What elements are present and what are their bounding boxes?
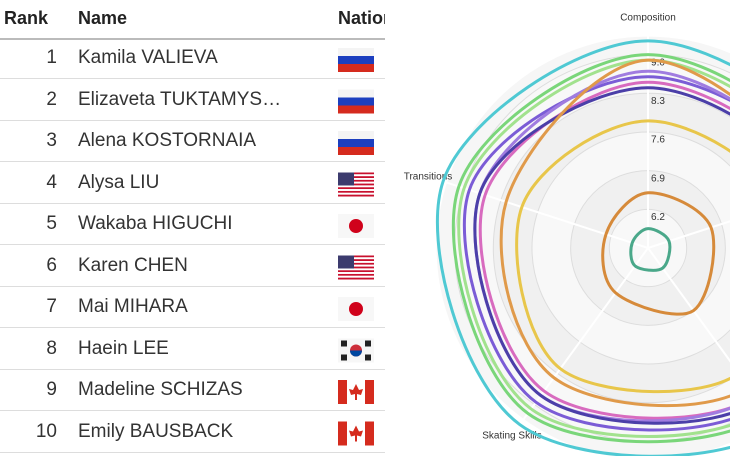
radar-spoke: [517, 247, 649, 428]
header-rank: Rank: [4, 8, 49, 28]
name-cell: Madeline SCHIZAS: [78, 379, 243, 400]
row-rule: [0, 161, 385, 162]
radar-line: [457, 58, 730, 438]
grid-ring: [454, 54, 730, 442]
r-tick-label: 6.9: [651, 173, 665, 184]
rank-cell: 5: [46, 213, 57, 234]
row-rule: [0, 202, 385, 204]
name-cell: Karen CHEN: [78, 254, 188, 276]
name-cell: Haein LEE: [78, 337, 169, 359]
row-rule: [0, 78, 385, 79]
row-rule: [0, 119, 385, 121]
row-rule: [0, 410, 385, 411]
rank-cell: 6: [46, 254, 57, 276]
rank-cell: 8: [46, 337, 57, 359]
grid-ring: [531, 131, 730, 365]
rank-cell: 9: [46, 379, 57, 400]
radar-spoke: [647, 247, 730, 363]
ranking-table: Rank Name Nation 1 Kamila VALIEVA 2 Elizave…: [0, 8, 385, 453]
row-rule: [0, 327, 385, 328]
radar-line: [435, 39, 730, 456]
name-cell: Alena KOSTORNAIA: [78, 130, 257, 151]
r-tick-label: 7.6: [651, 135, 665, 146]
r-tick-label: 9.0: [651, 57, 665, 68]
rank-cell: 4: [46, 171, 57, 193]
rank-cell: 1: [46, 47, 57, 68]
radar-line: [473, 69, 730, 423]
grid-ring: [608, 208, 688, 288]
name-cell: Wakaba HIGUCHI: [78, 213, 233, 234]
grid-ring: [570, 170, 726, 326]
header-name: Name: [78, 8, 128, 28]
header-rule: [0, 38, 385, 40]
row-rule: [0, 451, 385, 453]
rank-cell: 2: [46, 88, 57, 110]
name-cell: Alysa LIU: [78, 171, 160, 193]
radar-line: [629, 227, 672, 272]
radar-line: [499, 58, 730, 408]
header-nation: Nation: [338, 8, 385, 28]
row-rule: [0, 368, 385, 370]
radar-line: [478, 80, 730, 420]
radar-line: [451, 53, 730, 444]
grid-ring: [492, 92, 730, 404]
rank-cell: 7: [46, 296, 57, 317]
radar-line: [462, 75, 730, 432]
r-tick-label: 8.3: [651, 96, 665, 107]
row-rule: [0, 285, 385, 287]
radar-background: [436, 36, 730, 456]
radar-line: [601, 191, 716, 316]
r-tick-label: 6.2: [651, 212, 665, 223]
radar-spoke: [437, 178, 649, 249]
axis-label: Skating Skills: [482, 431, 541, 442]
name-cell: Kamila VALIEVA: [78, 47, 218, 68]
row-rule: [0, 244, 385, 245]
radar-line: [515, 119, 730, 394]
axis-label: Composition: [620, 13, 676, 24]
radar-spoke: [647, 220, 730, 249]
name-cell: Elizaveta TUKTAMYS…: [78, 88, 282, 110]
rank-cell: 10: [35, 420, 57, 442]
name-cell: Emily BAUSBACK: [78, 420, 234, 442]
radar-line: [473, 86, 730, 425]
axis-label: Transitions: [404, 172, 453, 183]
name-cell: Mai MIHARA: [78, 296, 188, 317]
rank-cell: 3: [46, 130, 57, 151]
